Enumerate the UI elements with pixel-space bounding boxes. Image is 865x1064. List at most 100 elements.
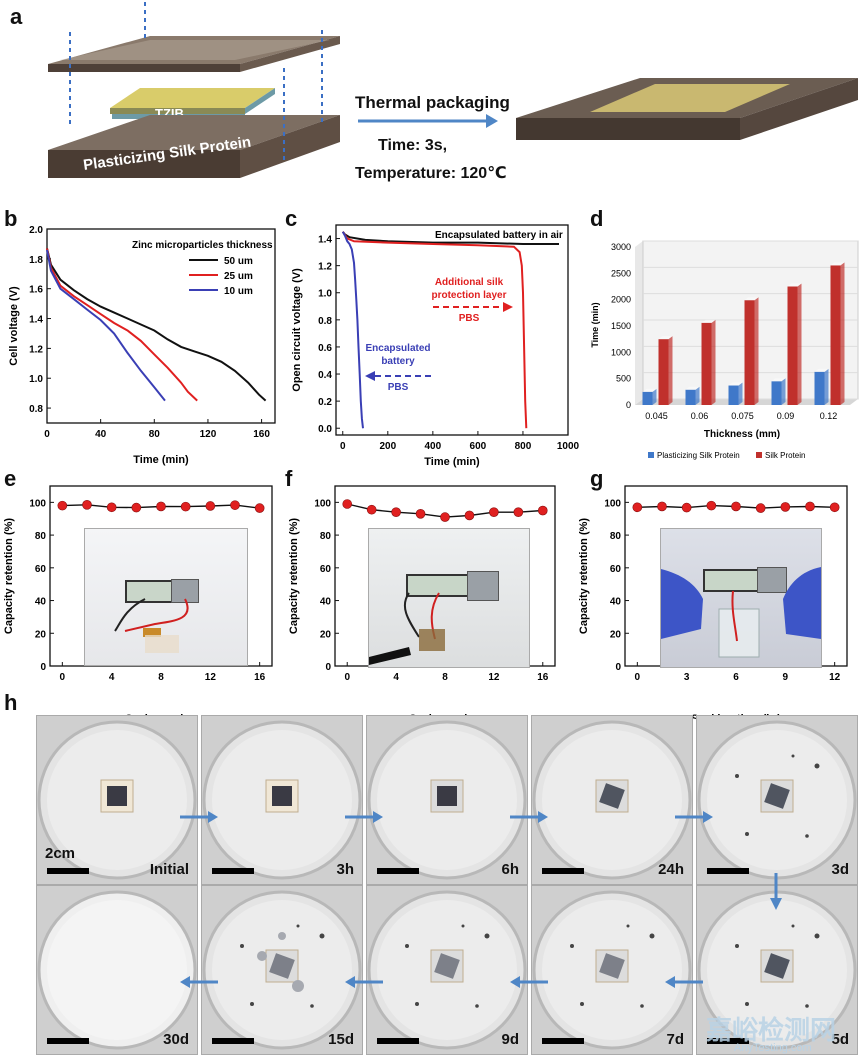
series-line bbox=[341, 231, 528, 429]
y-tick-label: 1.0 bbox=[318, 289, 332, 300]
x-tick-label: 400 bbox=[425, 441, 442, 452]
x-tick-label: 4 bbox=[109, 672, 115, 683]
retention-point bbox=[57, 500, 68, 511]
y-tick-label: 500 bbox=[616, 374, 631, 384]
y-tick-label: 1.8 bbox=[29, 255, 43, 266]
legend-swatch bbox=[756, 452, 762, 458]
annotation-enc-arrowhead bbox=[365, 371, 375, 381]
legend-label: 10 um bbox=[224, 286, 253, 297]
legend-label: 25 um bbox=[224, 271, 253, 282]
bar-front bbox=[771, 381, 782, 405]
retention-point bbox=[131, 502, 142, 513]
y-tick-label: 1.2 bbox=[29, 344, 43, 355]
tzib-battery bbox=[110, 88, 275, 108]
bar-front bbox=[685, 389, 696, 405]
bar-plasticizing-silk-protein bbox=[728, 382, 743, 405]
bar-plasticizing-silk-protein bbox=[685, 386, 700, 405]
y-tick-label: 80 bbox=[610, 531, 622, 542]
x-axis-label: Time (min) bbox=[133, 454, 189, 466]
annotation-air: Encapsulated battery in air bbox=[435, 230, 563, 241]
x-tick-label: 8 bbox=[158, 672, 164, 683]
bar-front bbox=[728, 385, 739, 405]
y-tick-label: 1.2 bbox=[318, 262, 332, 273]
y-tick-label: 0.8 bbox=[318, 316, 332, 327]
petri-dish-photo: 3h bbox=[201, 715, 363, 885]
retention-point bbox=[780, 502, 791, 512]
bar-top bbox=[701, 319, 716, 323]
x-tick-label: 8 bbox=[442, 672, 448, 683]
time-text: Time: 3s, bbox=[378, 137, 447, 154]
series-line-10-um bbox=[46, 249, 166, 402]
y-tick-label: 1000 bbox=[611, 347, 631, 357]
y-tick-label: 0.2 bbox=[318, 397, 332, 408]
x-tick-label: 0 bbox=[635, 672, 641, 683]
bar-front bbox=[701, 322, 712, 405]
legend-label: Plasticizing Silk Protein bbox=[657, 451, 740, 460]
time-label: 15d bbox=[328, 1031, 354, 1048]
panel-label-f: f bbox=[285, 466, 293, 491]
retention-point bbox=[681, 502, 692, 513]
panel-a-schematic: TZIB Plasticizing Silk Protein Thermal p… bbox=[48, 2, 858, 182]
x-axis-label: Time (min) bbox=[424, 456, 480, 468]
bar-front bbox=[658, 339, 669, 405]
x-tick-label: 0.06 bbox=[691, 411, 709, 421]
retention-point bbox=[440, 512, 450, 522]
y-tick-label: 60 bbox=[35, 564, 47, 575]
y-tick-label: 0 bbox=[40, 662, 46, 673]
bar-top bbox=[830, 262, 845, 266]
legend-title: Zinc microparticles thickness bbox=[132, 240, 273, 251]
x-tick-label: 0.09 bbox=[777, 411, 795, 421]
petri-dish-photo: 24h bbox=[531, 715, 693, 885]
x-tick-label: 16 bbox=[537, 672, 549, 683]
chart-c: 0 200 400 600 800 1000 0.0 0.2 0.4 0.6 0.8 1.0 1.2 1.… bbox=[291, 224, 580, 468]
petri-dish-photo: Initial 2cm bbox=[36, 715, 198, 885]
legend-label: 50 um bbox=[224, 256, 253, 267]
x-tick-label: 12 bbox=[829, 672, 841, 683]
petri-dish-photo: 5d bbox=[696, 885, 858, 1055]
y-tick-label: 0.8 bbox=[29, 404, 43, 415]
bar-front bbox=[642, 391, 653, 405]
retention-point bbox=[706, 500, 717, 511]
x-tick-label: 6 bbox=[733, 672, 739, 683]
y-tick-label: 0 bbox=[615, 662, 621, 673]
inset-photo-e bbox=[84, 528, 248, 666]
panel-label-h: h bbox=[4, 690, 18, 715]
y-tick-label: 1.6 bbox=[29, 285, 43, 296]
y-axis-label: Capacity retention (%) bbox=[3, 518, 15, 634]
time-label: 30d bbox=[163, 1031, 189, 1048]
series-line bbox=[341, 231, 364, 429]
petri-dish-photo: 7d bbox=[531, 885, 693, 1055]
time-label: 24h bbox=[658, 861, 684, 878]
bar-top bbox=[771, 378, 786, 382]
annotation-silk-1: Additional silk bbox=[435, 277, 504, 288]
thermal-packaging-title: Thermal packaging bbox=[355, 93, 510, 112]
y-tick-label: 20 bbox=[320, 629, 332, 640]
bar-plasticizing-silk-protein bbox=[642, 388, 657, 405]
retention-point bbox=[342, 499, 353, 509]
x-tick-label: 0 bbox=[60, 672, 66, 683]
y-tick-label: 20 bbox=[35, 629, 47, 640]
y-tick-label: 1.0 bbox=[29, 374, 43, 385]
bar-side bbox=[797, 283, 802, 405]
petri-dish-photo: 30d bbox=[36, 885, 198, 1055]
inset-photo-g bbox=[660, 528, 822, 668]
retention-point bbox=[657, 501, 667, 512]
time-label: 3h bbox=[336, 861, 354, 878]
x-axis-label: Thickness (mm) bbox=[704, 429, 780, 440]
y-tick-label: 0.4 bbox=[318, 370, 332, 381]
x-tick-label: 200 bbox=[379, 441, 396, 452]
back-wall bbox=[635, 241, 643, 405]
retention-point bbox=[254, 503, 265, 513]
panel-label-e: e bbox=[4, 466, 17, 491]
watermark-cn: 嘉峪检测网 bbox=[706, 1015, 837, 1045]
x-tick-label: 3 bbox=[684, 672, 690, 683]
time-label: Initial bbox=[149, 861, 189, 878]
retention-point bbox=[731, 501, 741, 512]
y-tick-label: 80 bbox=[35, 531, 47, 542]
x-tick-label: 0 bbox=[44, 429, 50, 440]
top-silk-layer bbox=[48, 36, 340, 64]
x-tick-label: 16 bbox=[254, 672, 266, 683]
bar-side bbox=[711, 319, 716, 405]
y-tick-label: 1.4 bbox=[29, 315, 43, 326]
bar-top bbox=[814, 368, 829, 372]
